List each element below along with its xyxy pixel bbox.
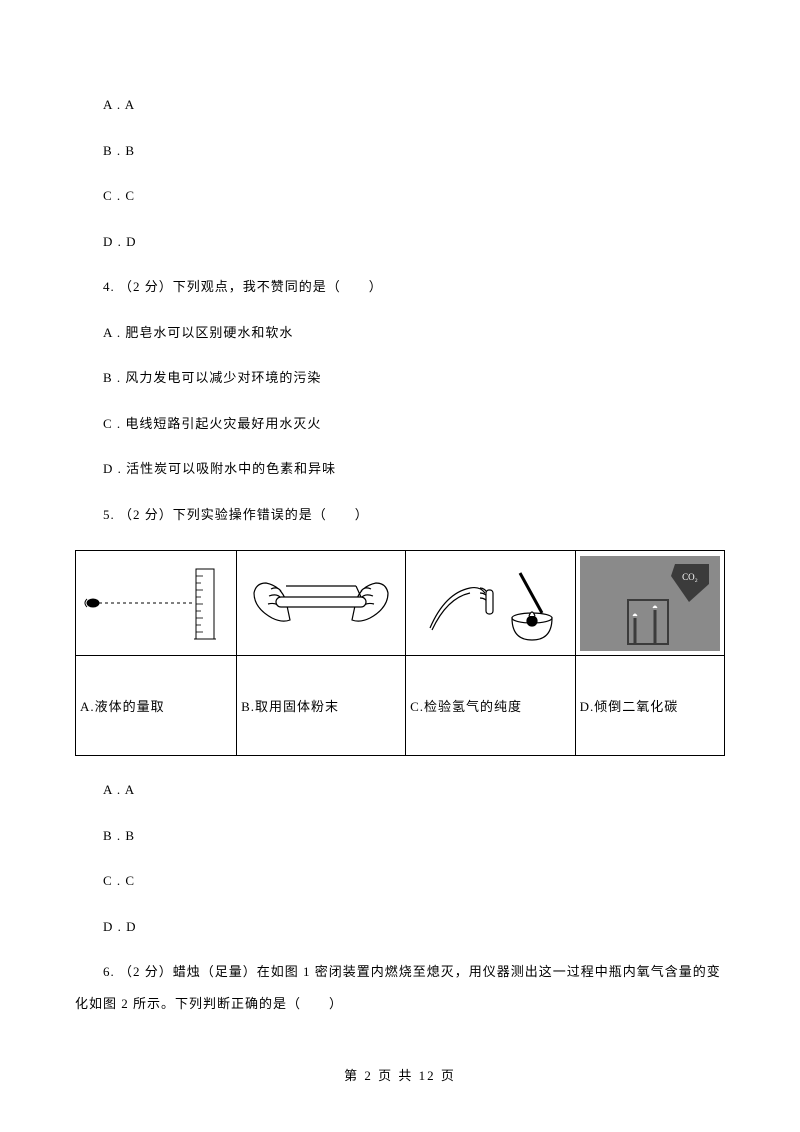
q4-stem: 4. （2 分）下列观点，我不赞同的是（ ） xyxy=(75,277,725,297)
measuring-cylinder-icon xyxy=(81,561,231,646)
cell-label-b: B.取用固体粉末 xyxy=(237,656,406,756)
cell-img-c xyxy=(406,551,575,656)
cell-label-c: C.检验氢气的纯度 xyxy=(406,656,575,756)
q3-option-d: D . D xyxy=(75,232,725,252)
page-footer: 第 2 页 共 12 页 xyxy=(0,1065,800,1084)
pour-co2-icon: CO₂ xyxy=(580,556,720,651)
q6-stem-line2: 化如图 2 所示。下列判断正确的是（ ） xyxy=(75,994,725,1014)
table-row: CO₂ xyxy=(76,551,725,656)
page-body: A . A B . B C . C D . D 4. （2 分）下列观点，我不赞… xyxy=(0,0,800,1013)
q3-option-c: C . C xyxy=(75,186,725,206)
q5-table: CO₂ A.液体的量取 B.取用固体粉末 C.检验氢气的纯度 D.倾倒二氧化碳 xyxy=(75,550,725,756)
cell-img-a xyxy=(76,551,237,656)
hydrogen-purity-icon xyxy=(410,558,570,648)
q5-option-c: C . C xyxy=(75,871,725,891)
q4-option-d: D . 活性炭可以吸附水中的色素和异味 xyxy=(75,459,725,479)
q5-option-d: D . D xyxy=(75,917,725,937)
table-row: A.液体的量取 B.取用固体粉末 C.检验氢气的纯度 D.倾倒二氧化碳 xyxy=(76,656,725,756)
q4-option-c: C . 电线短路引起火灾最好用水灭火 xyxy=(75,414,725,434)
q4-option-a: A . 肥皂水可以区别硬水和软水 xyxy=(75,323,725,343)
cell-label-d: D.倾倒二氧化碳 xyxy=(575,656,724,756)
q4-option-b: B . 风力发电可以减少对环境的污染 xyxy=(75,368,725,388)
cell-img-b xyxy=(237,551,406,656)
q3-option-a: A . A xyxy=(75,95,725,115)
hands-test-tube-icon xyxy=(241,561,401,646)
q5-stem: 5. （2 分）下列实验操作错误的是（ ） xyxy=(75,505,725,525)
q3-option-b: B . B xyxy=(75,141,725,161)
cell-label-a: A.液体的量取 xyxy=(76,656,237,756)
q5-option-b: B . B xyxy=(75,826,725,846)
q5-option-a: A . A xyxy=(75,780,725,800)
svg-text:CO₂: CO₂ xyxy=(682,572,698,582)
cell-img-d: CO₂ xyxy=(575,551,724,656)
q6-stem-line1: 6. （2 分）蜡烛（足量）在如图 1 密闭装置内燃烧至熄灭，用仪器测出这一过程… xyxy=(75,962,725,982)
